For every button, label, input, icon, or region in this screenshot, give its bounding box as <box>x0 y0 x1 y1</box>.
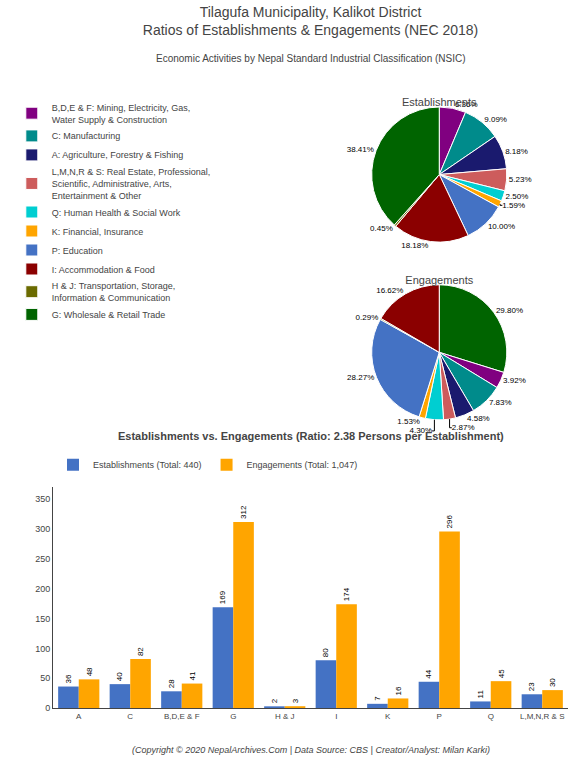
svg-text:3.92%: 3.92% <box>503 376 526 385</box>
svg-text:L,M,N,R & S: Real Estate, Prof: L,M,N,R & S: Real Estate, Professional,S… <box>52 167 211 200</box>
svg-text:3: 3 <box>291 698 300 703</box>
svg-text:300: 300 <box>35 524 50 534</box>
svg-text:4.30%: 4.30% <box>409 426 432 435</box>
svg-text:41: 41 <box>188 671 197 680</box>
svg-text:174: 174 <box>342 587 351 601</box>
svg-text:200: 200 <box>35 584 50 594</box>
svg-text:I: I <box>335 712 337 721</box>
svg-text:G: G <box>230 712 236 721</box>
svg-text:18.18%: 18.18% <box>401 241 428 250</box>
svg-text:C: C <box>127 712 133 721</box>
svg-text:2: 2 <box>270 698 279 703</box>
svg-text:36: 36 <box>64 674 73 683</box>
svg-text:Engagements: Engagements <box>405 274 473 286</box>
svg-text:150: 150 <box>35 614 50 624</box>
svg-text:A: Agriculture, Forestry & Fis: A: Agriculture, Forestry & Fishing <box>52 150 184 160</box>
svg-text:P: P <box>437 712 442 721</box>
svg-text:6.36%: 6.36% <box>455 100 478 109</box>
svg-text:B,D,E & F: B,D,E & F <box>164 712 200 721</box>
svg-text:45: 45 <box>497 669 506 678</box>
svg-text:28.27%: 28.27% <box>347 373 374 382</box>
svg-text:169: 169 <box>218 590 227 604</box>
svg-text:1.59%: 1.59% <box>502 201 525 210</box>
svg-text:H & J: H & J <box>275 712 295 721</box>
svg-text:7: 7 <box>373 696 382 701</box>
svg-text:(Copyright © 2020 NepalArchive: (Copyright © 2020 NepalArchives.Com | Da… <box>132 745 490 755</box>
svg-text:I: Accommodation & Food: I: Accommodation & Food <box>52 265 155 275</box>
svg-text:4.58%: 4.58% <box>467 414 490 423</box>
svg-text:P: Education: P: Education <box>52 246 103 256</box>
svg-text:2.87%: 2.87% <box>452 423 475 432</box>
svg-text:0.45%: 0.45% <box>370 224 393 233</box>
svg-text:8.18%: 8.18% <box>505 147 528 156</box>
svg-text:0: 0 <box>45 703 50 713</box>
svg-text:2.50%: 2.50% <box>506 192 529 201</box>
svg-text:0.29%: 0.29% <box>356 313 379 322</box>
svg-text:Tilagufa Municipality, Kalikot: Tilagufa Municipality, Kalikot DistrictR… <box>143 4 478 38</box>
svg-text:K: K <box>385 712 391 721</box>
svg-text:Economic Activities by Nepal S: Economic Activities by Nepal Standard In… <box>156 53 466 64</box>
svg-text:82: 82 <box>136 647 145 656</box>
svg-text:G: Wholesale & Retail Trade: G: Wholesale & Retail Trade <box>52 310 166 320</box>
svg-text:Establishments vs. Engagements: Establishments vs. Engagements (Ratio: 2… <box>118 430 504 442</box>
svg-text:7.83%: 7.83% <box>489 398 512 407</box>
svg-text:K: Financial, Insurance: K: Financial, Insurance <box>52 227 144 237</box>
svg-text:Engagements (Total: 1,047): Engagements (Total: 1,047) <box>247 460 358 470</box>
svg-text:28: 28 <box>167 679 176 688</box>
svg-text:250: 250 <box>35 554 50 564</box>
svg-text:23: 23 <box>527 682 536 691</box>
svg-text:40: 40 <box>115 672 124 681</box>
svg-text:H & J: Transportation, Storage: H & J: Transportation, Storage,Informati… <box>52 281 176 303</box>
svg-text:Establishments: Establishments <box>402 96 477 108</box>
svg-text:16: 16 <box>394 686 403 695</box>
svg-text:Establishments (Total: 440): Establishments (Total: 440) <box>93 460 202 470</box>
svg-text:L,M,N,R & S: L,M,N,R & S <box>520 712 564 721</box>
svg-text:50: 50 <box>40 673 50 683</box>
svg-text:10.00%: 10.00% <box>488 222 515 231</box>
svg-text:16.62%: 16.62% <box>376 286 403 295</box>
svg-text:48: 48 <box>85 667 94 676</box>
svg-text:30: 30 <box>548 678 557 687</box>
svg-text:11: 11 <box>476 690 485 699</box>
svg-text:350: 350 <box>35 494 50 504</box>
svg-text:5.23%: 5.23% <box>509 175 532 184</box>
svg-text:29.80%: 29.80% <box>496 306 523 315</box>
svg-text:B,D,E & F: Mining, Electricity: B,D,E & F: Mining, Electricity, Gas,Wate… <box>52 103 190 125</box>
svg-text:Q: Human Health & Social Work: Q: Human Health & Social Work <box>52 208 181 218</box>
svg-text:Q: Q <box>488 712 494 721</box>
svg-text:80: 80 <box>321 648 330 657</box>
svg-text:100: 100 <box>35 644 50 654</box>
svg-text:312: 312 <box>239 505 248 519</box>
svg-text:1.53%: 1.53% <box>397 417 420 426</box>
svg-text:296: 296 <box>445 515 454 529</box>
svg-text:9.09%: 9.09% <box>484 115 507 124</box>
svg-text:38.41%: 38.41% <box>347 145 374 154</box>
svg-text:C: Manufacturing: C: Manufacturing <box>52 131 121 141</box>
svg-text:A: A <box>76 712 82 721</box>
svg-text:44: 44 <box>424 669 433 678</box>
